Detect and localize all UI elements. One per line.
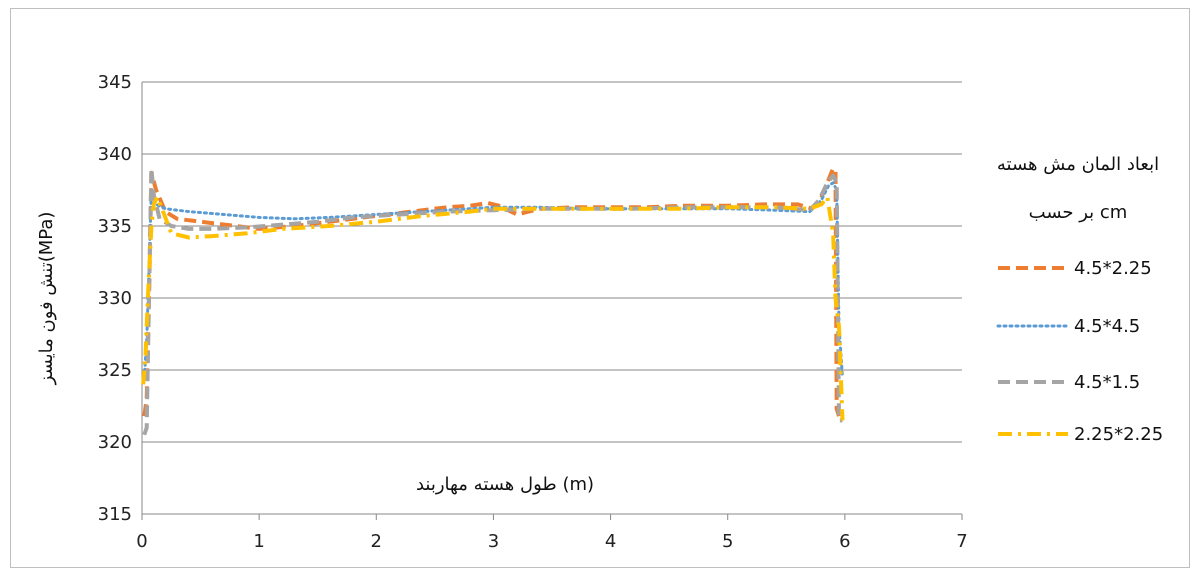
x-axis-label: طول هسته مهاربند (m) xyxy=(416,474,594,495)
y-tick-label: 340 xyxy=(98,144,132,165)
x-tick-label: 1 xyxy=(253,531,264,552)
y-axis-label: تنش فون مایسز(MPa) xyxy=(36,212,57,386)
x-tick-labels: 0 1 2 3 4 5 6 7 xyxy=(136,531,967,552)
y-tick-label: 315 xyxy=(98,504,132,525)
legend-title-line1: ابعاد المان مش هسته xyxy=(997,154,1159,175)
y-tick-labels: 315 320 325 330 335 340 345 xyxy=(98,72,132,525)
legend-label-1: 4.5*2.25 xyxy=(1074,258,1152,279)
legend-title-line2: بر حسب cm xyxy=(1029,202,1128,223)
series-line-2 xyxy=(142,181,844,379)
series-line-3 xyxy=(142,166,843,436)
x-tick-label: 4 xyxy=(605,531,616,552)
x-tick-label: 5 xyxy=(722,531,733,552)
axes xyxy=(141,82,963,520)
y-tick-label: 335 xyxy=(98,216,132,237)
x-tick-label: 2 xyxy=(371,531,382,552)
y-tick-label: 325 xyxy=(98,360,132,381)
legend: ابعاد المان مش هسته بر حسب cm 4.5*2.254.… xyxy=(996,154,1163,445)
x-tick-label: 7 xyxy=(956,531,967,552)
legend-items: 4.5*2.25 4.5*4.5 4.5*1.5 2.25*2.25 xyxy=(996,258,1163,445)
y-tick-label: 345 xyxy=(98,72,132,93)
y-tick-label: 330 xyxy=(98,288,132,309)
series-lines xyxy=(141,166,845,436)
x-tick-label: 0 xyxy=(136,531,147,552)
legend-label-3: 4.5*1.5 xyxy=(1074,372,1140,393)
y-tick-label: 320 xyxy=(98,432,132,453)
series-line-4 xyxy=(141,195,845,421)
x-tick-label: 3 xyxy=(488,531,499,552)
x-tick-label: 6 xyxy=(839,531,850,552)
legend-label-2: 4.5*4.5 xyxy=(1074,316,1140,337)
legend-label-4: 2.25*2.25 xyxy=(1074,424,1163,445)
